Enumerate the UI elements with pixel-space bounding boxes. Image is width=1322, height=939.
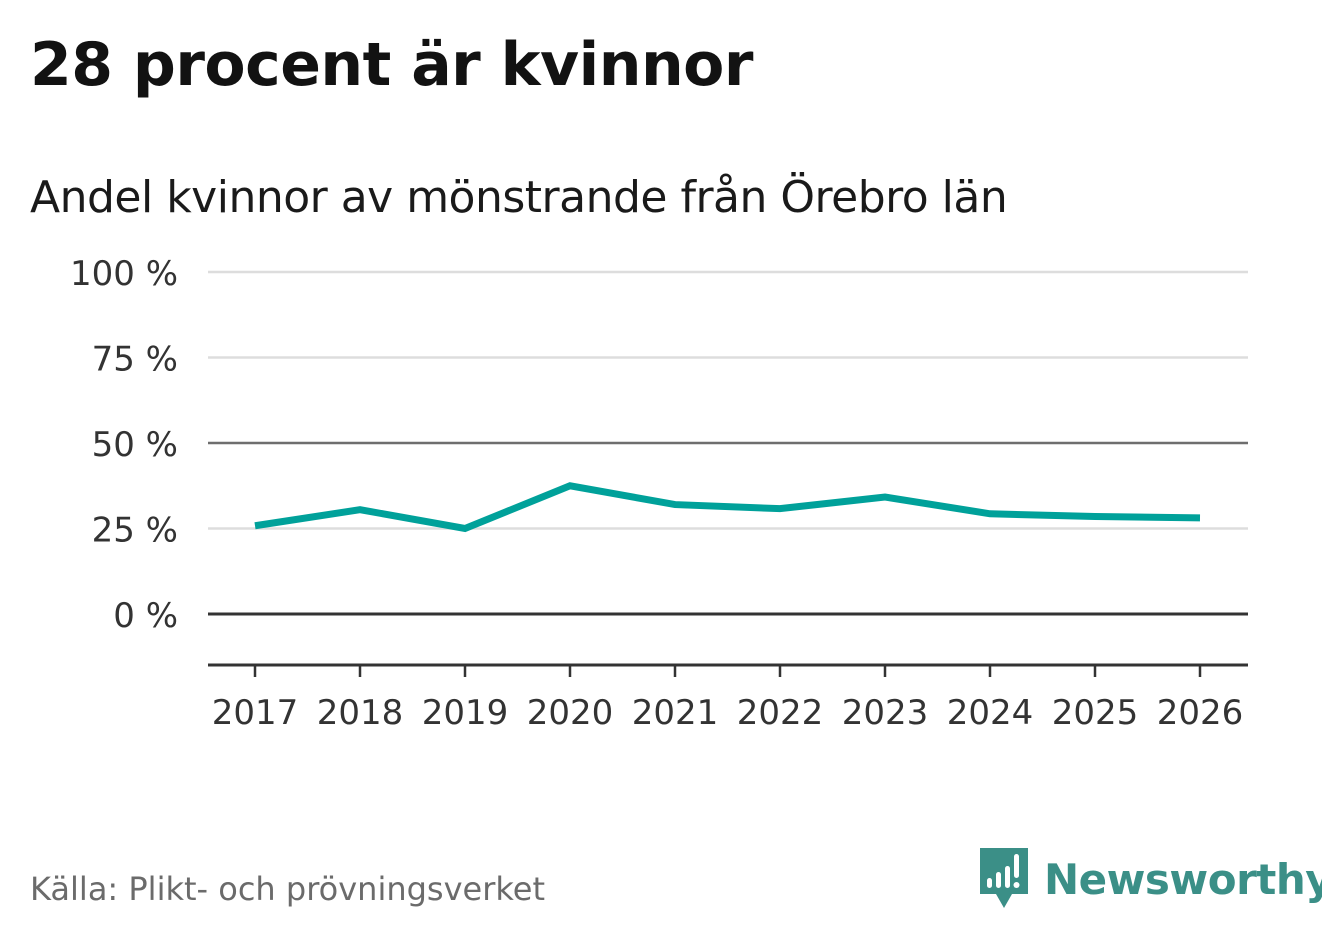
x-tick-label: 2022 <box>737 693 824 733</box>
data-point <box>987 510 994 517</box>
x-tick-label: 2021 <box>632 693 719 733</box>
y-axis-tick-labels: 0 % 25 % 50 % 75 % 100 % <box>70 254 178 636</box>
data-point <box>1197 514 1204 521</box>
y-tick-label: 50 % <box>92 425 178 465</box>
x-tick-label: 2026 <box>1157 693 1244 733</box>
data-point <box>777 505 784 512</box>
series-layer <box>252 482 1204 533</box>
data-point <box>672 501 679 508</box>
chart-subtitle: Andel kvinnor av mönstrande från Örebro … <box>30 172 1008 223</box>
source-note: Källa: Plikt- och prövningsverket <box>30 870 545 908</box>
newsworthy-logo-icon <box>980 848 1028 908</box>
x-tick-label: 2023 <box>842 693 929 733</box>
y-tick-label: 75 % <box>92 340 178 380</box>
x-tick-label: 2019 <box>422 693 509 733</box>
y-tick-label: 100 % <box>70 254 178 294</box>
data-point <box>882 494 889 501</box>
y-tick-label: 25 % <box>92 511 178 551</box>
x-tick-label: 2020 <box>527 693 614 733</box>
data-point <box>567 482 574 489</box>
chart-title: 28 procent är kvinnor <box>30 30 753 100</box>
data-point <box>357 506 364 513</box>
newsworthy-logo: Newsworthy <box>980 848 1322 910</box>
x-tick-label: 2024 <box>947 693 1034 733</box>
x-tick-label: 2025 <box>1052 693 1139 733</box>
x-tick-label: 2018 <box>317 693 404 733</box>
data-point <box>462 525 469 532</box>
y-tick-label: 0 % <box>113 596 178 636</box>
x-axis: 2017 2018 2019 2020 2021 2022 2023 2024 2025 2026 <box>208 663 1248 733</box>
logo-text: Newsworthy <box>1044 854 1322 904</box>
series-line <box>254 482 1201 533</box>
data-point <box>1092 513 1099 520</box>
x-tick-label: 2017 <box>212 693 299 733</box>
data-point <box>252 522 259 529</box>
gridlines <box>208 270 1248 616</box>
